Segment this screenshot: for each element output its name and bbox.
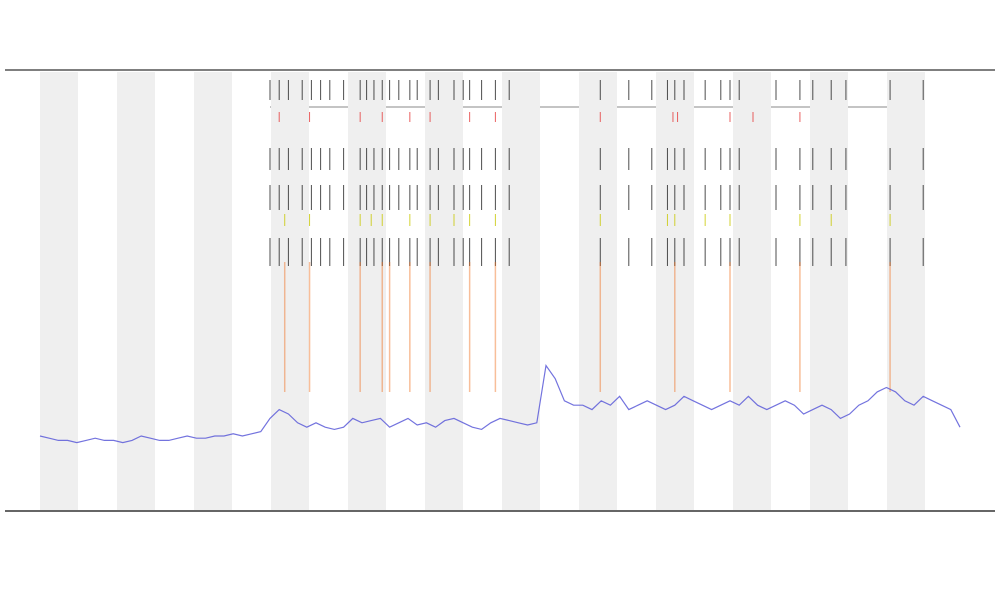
events [269,80,924,392]
shade-band [117,72,155,510]
shade-band [194,72,232,510]
shade-band [425,72,463,510]
shade-band [733,72,771,510]
shade-band [348,72,386,510]
shade-band [40,72,78,510]
series-line [39,363,961,444]
plot [39,363,961,444]
shade-band [271,72,309,510]
bands [40,72,925,510]
shade-band [656,72,694,510]
shade-band [887,72,925,510]
shade-band [579,72,617,510]
shade-band [502,72,540,510]
shade-band [810,72,848,510]
